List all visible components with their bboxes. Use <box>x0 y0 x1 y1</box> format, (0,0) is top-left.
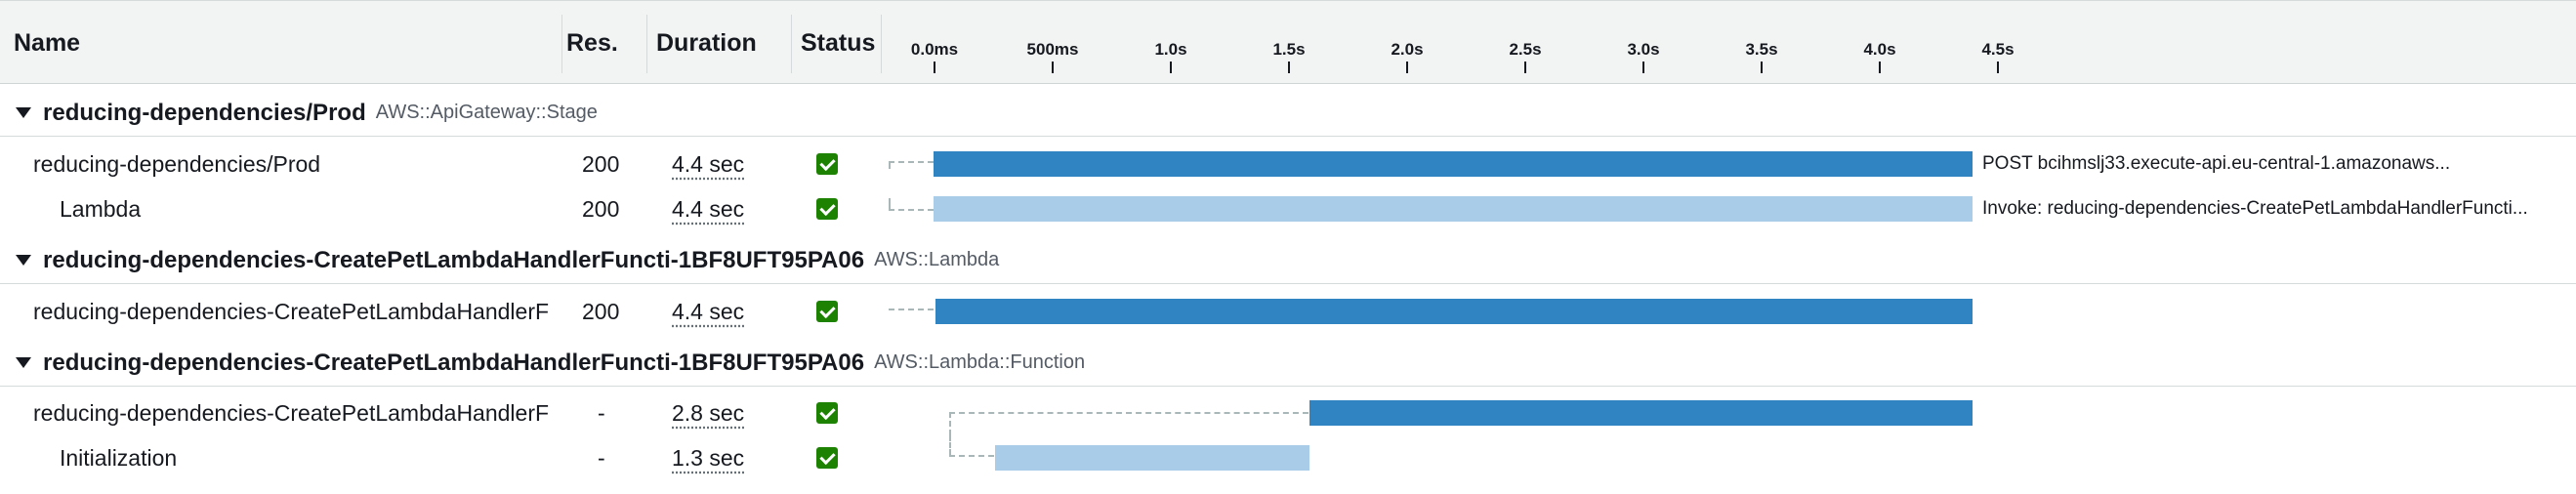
timeline-bar[interactable] <box>935 299 1973 324</box>
connector-line <box>889 209 934 211</box>
group-type: AWS::Lambda <box>874 249 1000 270</box>
tick-mark <box>1879 62 1881 73</box>
segment-name[interactable]: reducing-dependencies-CreatePetLambdaHan… <box>33 400 550 426</box>
tick-label: 3.0s <box>1627 40 1660 59</box>
tick-label: 2.5s <box>1509 40 1542 59</box>
tick-mark <box>1406 62 1408 73</box>
segment-group-header[interactable]: reducing-dependencies-CreatePetLambdaHan… <box>0 237 2576 284</box>
tick-label: 3.5s <box>1745 40 1778 59</box>
status-ok-icon <box>816 447 838 469</box>
tick-mark <box>1997 62 1999 73</box>
segment-name[interactable]: reducing-dependencies-CreatePetLambdaHan… <box>33 299 550 324</box>
response-code: - <box>598 400 605 426</box>
duration-value: 4.4 sec <box>672 151 745 177</box>
tick-label: 2.0s <box>1391 40 1424 59</box>
tick-mark <box>934 62 935 73</box>
duration-value: 4.4 sec <box>672 299 745 324</box>
segment-group-header[interactable]: reducing-dependencies-CreatePetLambdaHan… <box>0 340 2576 387</box>
column-divider <box>646 15 647 73</box>
column-divider <box>791 15 792 73</box>
timeline-bar[interactable] <box>1309 400 1973 426</box>
connector-line <box>889 161 891 169</box>
tick-mark <box>1524 62 1526 73</box>
connector-line <box>889 161 934 163</box>
group-name: reducing-dependencies-CreatePetLambdaHan… <box>43 246 865 273</box>
connector-line <box>949 412 1309 414</box>
connector-line <box>949 455 994 457</box>
timeline-bar[interactable] <box>934 151 1973 177</box>
duration-value: 4.4 sec <box>672 196 745 222</box>
trace-row[interactable]: reducing-dependencies-CreatePetLambdaHan… <box>0 289 2576 334</box>
status-ok-icon <box>816 301 838 322</box>
duration-value: 2.8 sec <box>672 400 745 426</box>
status-ok-icon <box>816 198 838 220</box>
group-name: reducing-dependencies-CreatePetLambdaHan… <box>43 349 865 376</box>
segment-annotation: POST bcihmslj33.execute-api.eu-central-1… <box>1982 153 2451 174</box>
response-code: 200 <box>582 196 620 222</box>
caret-down-icon[interactable] <box>16 107 31 118</box>
trace-row[interactable]: reducing-dependencies-CreatePetLambdaHan… <box>0 391 2576 435</box>
segment-group-header[interactable]: reducing-dependencies/Prod AWS::ApiGatew… <box>0 90 2576 137</box>
segment-name[interactable]: reducing-dependencies/Prod <box>33 151 321 177</box>
tick-label: 500ms <box>1026 40 1079 59</box>
caret-down-icon[interactable] <box>16 255 31 266</box>
response-code: 200 <box>582 299 620 324</box>
tick-label: 0.0ms <box>910 40 959 59</box>
connector-line <box>949 412 951 435</box>
group-type: AWS::Lambda::Function <box>874 351 1086 373</box>
tick-mark <box>1170 62 1172 73</box>
group-type: AWS::ApiGateway::Stage <box>375 102 598 123</box>
trace-row[interactable]: Lambda 200 4.4 sec Invoke: reducing-depe… <box>0 186 2576 231</box>
status-ok-icon <box>816 402 838 424</box>
tick-label: 1.5s <box>1272 40 1306 59</box>
tick-label: 4.0s <box>1863 40 1896 59</box>
trace-table-header: Name Res. Duration Status 0.0ms 500ms 1.… <box>0 0 2576 84</box>
column-header-duration[interactable]: Duration <box>656 29 757 57</box>
tick-mark <box>1761 62 1763 73</box>
timeline-bar[interactable] <box>934 196 1973 222</box>
segment-name[interactable]: Initialization <box>60 445 178 471</box>
column-header-name[interactable]: Name <box>14 29 81 57</box>
column-header-status[interactable]: Status <box>801 29 876 57</box>
caret-down-icon[interactable] <box>16 357 31 368</box>
connector-line <box>889 309 934 310</box>
segment-name[interactable]: Lambda <box>60 196 142 222</box>
response-code: 200 <box>582 151 620 177</box>
status-ok-icon <box>816 153 838 175</box>
tick-label: 1.0s <box>1154 40 1187 59</box>
timeline-bar[interactable] <box>995 445 1309 471</box>
connector-line <box>949 435 951 455</box>
tick-mark <box>1288 62 1290 73</box>
column-divider <box>561 15 562 73</box>
column-divider <box>881 15 882 73</box>
column-header-res[interactable]: Res. <box>566 29 618 57</box>
trace-row[interactable]: reducing-dependencies/Prod 200 4.4 sec P… <box>0 142 2576 186</box>
response-code: - <box>598 445 605 471</box>
duration-value: 1.3 sec <box>672 445 745 471</box>
connector-line <box>889 198 891 209</box>
trace-row[interactable]: Initialization - 1.3 sec <box>0 435 2576 480</box>
segment-annotation: Invoke: reducing-dependencies-CreatePetL… <box>1982 198 2528 219</box>
tick-mark <box>1642 62 1644 73</box>
tick-mark <box>1052 62 1054 73</box>
tick-label: 4.5s <box>1981 40 2015 59</box>
group-name: reducing-dependencies/Prod <box>43 99 366 126</box>
